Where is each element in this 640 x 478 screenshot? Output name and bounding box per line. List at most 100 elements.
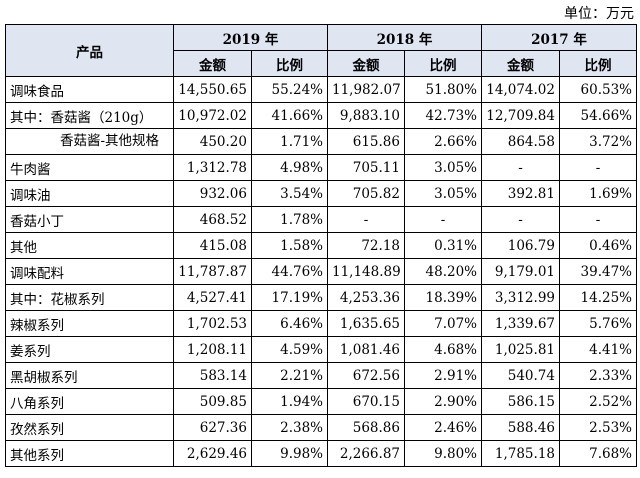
amount-cell: 670.15	[327, 388, 405, 415]
amount-cell: 392.81	[481, 180, 560, 207]
header-amount: 金额	[173, 50, 252, 77]
row-product-name: 黑胡椒系列	[5, 362, 174, 389]
amount-cell: 12,709.84	[481, 102, 560, 129]
row-product-name: 其中：花椒系列	[5, 284, 174, 311]
amount-cell: 415.08	[173, 232, 252, 259]
row-product-name: 调味配料	[5, 258, 174, 285]
table-row: 八角系列 509.85 1.94% 670.15 2.90% 586.15 2.52%	[5, 388, 637, 415]
table-header: 产品 2019 年 2018 年 2017 年 金额 比例 金额 比例 金额 比…	[5, 24, 637, 77]
ratio-cell: -	[559, 154, 637, 181]
ratio-cell: 4.68%	[404, 336, 482, 363]
amount-cell: 10,972.02	[173, 102, 252, 129]
ratio-cell: 60.53%	[559, 76, 637, 103]
ratio-cell: 2.52%	[559, 388, 637, 415]
amount-cell: 3,312.99	[481, 284, 560, 311]
amount-cell: 106.79	[481, 232, 560, 259]
ratio-cell: 7.07%	[404, 310, 482, 337]
row-product-name: 调味食品	[5, 76, 174, 103]
amount-cell: 2,629.46	[173, 440, 252, 467]
header-ratio: 比例	[559, 50, 637, 77]
ratio-cell: 3.05%	[404, 180, 482, 207]
ratio-cell: 4.98%	[251, 154, 328, 181]
ratio-cell: 2.46%	[404, 414, 482, 441]
table-row: 其中：花椒系列 4,527.41 17.19% 4,253.36 18.39% 3,312…	[5, 284, 637, 311]
amount-cell: 1,339.67	[481, 310, 560, 337]
row-product-name: 辣椒系列	[5, 310, 174, 337]
row-product-name: 其他系列	[5, 440, 174, 467]
ratio-cell: 54.66%	[559, 102, 637, 129]
row-product-name: 香菇小丁	[5, 206, 174, 233]
amount-cell: 615.86	[327, 128, 405, 155]
amount-cell: 1,025.81	[481, 336, 560, 363]
amount-cell: 1,312.78	[173, 154, 252, 181]
header-year-2017: 2017 年	[481, 24, 637, 51]
amount-cell: -	[327, 206, 405, 233]
ratio-cell: 55.24%	[251, 76, 328, 103]
amount-cell: 9,179.01	[481, 258, 560, 285]
row-product-name: 其他	[5, 232, 174, 259]
header-product: 产品	[5, 24, 174, 77]
header-ratio: 比例	[251, 50, 328, 77]
amount-cell: 1,635.65	[327, 310, 405, 337]
amount-cell: 583.14	[173, 362, 252, 389]
amount-cell: 1,785.18	[481, 440, 560, 467]
amount-cell: 1,702.53	[173, 310, 252, 337]
ratio-cell: 1.71%	[251, 128, 328, 155]
ratio-cell: 42.73%	[404, 102, 482, 129]
ratio-cell: 2.91%	[404, 362, 482, 389]
amount-cell: 9,883.10	[327, 102, 405, 129]
row-product-name: 香菇酱-其他规格	[5, 128, 174, 155]
amount-cell: 932.06	[173, 180, 252, 207]
amount-cell: 1,208.11	[173, 336, 252, 363]
table-row: 姜系列 1,208.11 4.59% 1,081.46 4.68% 1,025.81 4.4…	[5, 336, 637, 363]
amount-cell: 14,550.65	[173, 76, 252, 103]
ratio-cell: 7.68%	[559, 440, 637, 467]
table-row: 其中：香菇酱（210g） 10,972.02 41.66% 9,883.10 42.73…	[5, 102, 637, 129]
amount-cell: 540.74	[481, 362, 560, 389]
ratio-cell: 4.59%	[251, 336, 328, 363]
table-row: 调味油 932.06 3.54% 705.82 3.05% 392.81 1.69%	[5, 180, 637, 207]
table-row: 孜然系列 627.36 2.38% 568.86 2.46% 588.46 2.53%	[5, 414, 637, 441]
ratio-cell: 17.19%	[251, 284, 328, 311]
row-product-name: 调味油	[5, 180, 174, 207]
ratio-cell: 6.46%	[251, 310, 328, 337]
ratio-cell: 3.05%	[404, 154, 482, 181]
ratio-cell: 1.58%	[251, 232, 328, 259]
amount-cell: 11,982.07	[327, 76, 405, 103]
row-product-name: 孜然系列	[5, 414, 174, 441]
row-product-name: 八角系列	[5, 388, 174, 415]
row-product-name: 其中：香菇酱（210g）	[5, 102, 174, 129]
amount-cell: 568.86	[327, 414, 405, 441]
amount-cell: 72.18	[327, 232, 405, 259]
ratio-cell: 1.78%	[251, 206, 328, 233]
ratio-cell: 2.38%	[251, 414, 328, 441]
ratio-cell: 41.66%	[251, 102, 328, 129]
table-row: 黑胡椒系列 583.14 2.21% 672.56 2.91% 540.74 2.33%	[5, 362, 637, 389]
ratio-cell: 1.94%	[251, 388, 328, 415]
ratio-cell: -	[404, 206, 482, 233]
ratio-cell: 4.41%	[559, 336, 637, 363]
amount-cell: -	[481, 154, 560, 181]
ratio-cell: 9.98%	[251, 440, 328, 467]
amount-cell: 450.20	[173, 128, 252, 155]
ratio-cell: 2.33%	[559, 362, 637, 389]
amount-cell: 468.52	[173, 206, 252, 233]
ratio-cell: 3.54%	[251, 180, 328, 207]
table-row: 辣椒系列 1,702.53 6.46% 1,635.65 7.07% 1,339.67 5.…	[5, 310, 637, 337]
ratio-cell: 1.69%	[559, 180, 637, 207]
ratio-cell: 0.46%	[559, 232, 637, 259]
ratio-cell: 14.25%	[559, 284, 637, 311]
table-row: 香菇小丁 468.52 1.78% - - - -	[5, 206, 637, 233]
table-body: 调味食品 14,550.65 55.24% 11,982.07 51.80% 14,074…	[5, 76, 637, 467]
amount-cell: 4,527.41	[173, 284, 252, 311]
amount-cell: 509.85	[173, 388, 252, 415]
ratio-cell: 2.66%	[404, 128, 482, 155]
header-amount: 金额	[481, 50, 560, 77]
amount-cell: 705.82	[327, 180, 405, 207]
ratio-cell: 2.90%	[404, 388, 482, 415]
amount-cell: 672.56	[327, 362, 405, 389]
table-row: 调味配料 11,787.87 44.76% 11,148.89 48.20% 9,179.…	[5, 258, 637, 285]
header-amount: 金额	[327, 50, 405, 77]
ratio-cell: 51.80%	[404, 76, 482, 103]
ratio-cell: 18.39%	[404, 284, 482, 311]
